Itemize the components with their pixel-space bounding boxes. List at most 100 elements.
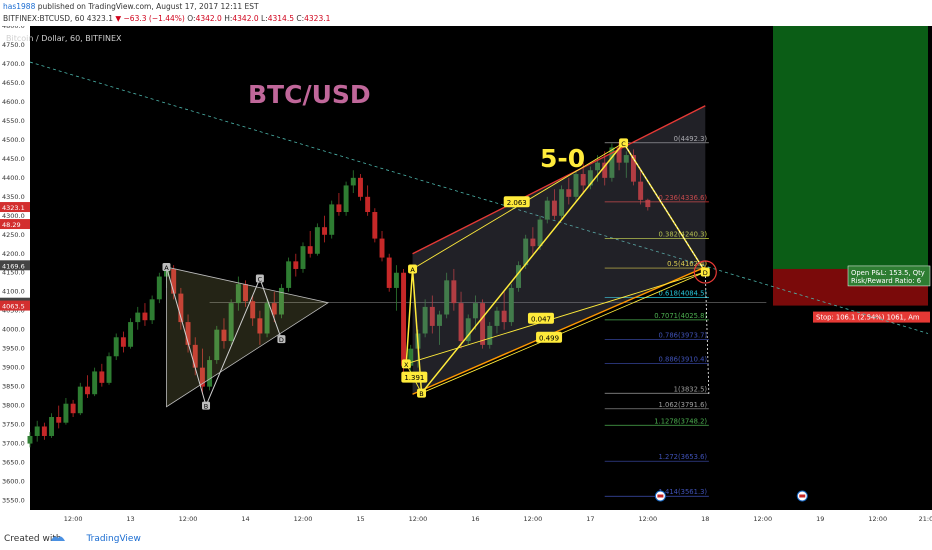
channel-lower	[412, 266, 706, 395]
candle-body	[645, 199, 651, 208]
xabcd-point-box	[619, 138, 629, 148]
author-link[interactable]: has1988	[3, 2, 36, 11]
candle-body	[271, 303, 277, 315]
event-flag-icon	[799, 494, 806, 498]
fib-level-label: 0.382(4240.3)	[659, 230, 708, 238]
candle-body	[587, 170, 593, 186]
channel-fill	[412, 105, 706, 395]
candle-body	[56, 416, 62, 423]
price-tick-label: 4250.0	[2, 231, 25, 239]
close-value: 4323.1	[304, 14, 331, 23]
time-axis	[0, 510, 932, 528]
close-label: C:	[296, 14, 305, 23]
candle-body	[235, 284, 241, 304]
candle-body	[429, 306, 435, 326]
candles-layer	[27, 141, 651, 448]
candle-body	[77, 386, 83, 414]
ratio-box	[536, 331, 563, 343]
fib-level-label: 1(3832.5)	[674, 385, 708, 393]
fib-level-label: 0.618(4084.5)	[659, 290, 708, 298]
xabcd-point-label: C	[621, 140, 626, 148]
quote-line: BITFINEX:BTCUSD, 60 4323.1 ▼ −63.3 (−1.4…	[3, 14, 330, 23]
candle-body	[293, 261, 299, 269]
price-tick-label: 4200.0	[2, 250, 25, 258]
ratio-label: 1.391	[404, 374, 424, 382]
price-tick-label: 3550.0	[2, 497, 25, 505]
fib-level-label: 1.414(3561.3)	[659, 488, 708, 496]
fib-level-label: 0.886(3910.4)	[659, 356, 708, 364]
candle-body	[34, 426, 40, 436]
price-tick-label: 4600.0	[2, 98, 25, 106]
candle-body	[566, 189, 572, 197]
candle-body	[602, 162, 608, 178]
fib-level-label: 1.062(3791.6)	[659, 401, 708, 409]
price-tick-label: 3600.0	[2, 478, 25, 486]
footer: Created with TradingView	[0, 528, 932, 550]
xabcd-point-label: X	[404, 361, 409, 369]
candle-body	[314, 227, 320, 254]
candle-body	[207, 360, 213, 387]
time-tick-label: 13	[126, 515, 134, 523]
candle-body	[278, 287, 284, 315]
price-tag-label: 48.29	[2, 221, 21, 229]
candle-body	[257, 318, 263, 334]
candle-body	[214, 329, 220, 361]
candle-body	[379, 238, 385, 258]
candle-body	[458, 303, 464, 342]
trendline	[29, 61, 929, 334]
candle-body	[106, 356, 112, 383]
ratio-box	[527, 312, 554, 324]
price-tag-box	[0, 300, 30, 311]
tradingview-link[interactable]: TradingView	[86, 534, 141, 544]
pattern-name: 5-0	[540, 144, 585, 173]
low-value: 4314.5	[267, 14, 294, 23]
candle-body	[372, 212, 378, 239]
candle-body	[41, 426, 47, 436]
abcd-point-box	[277, 335, 286, 344]
xabcd-point-box	[408, 264, 418, 274]
fib-level-label: 0.786(3973.7)	[659, 332, 708, 340]
abcd-point-label: C	[258, 275, 263, 283]
price-tick-label: 4050.0	[2, 307, 25, 315]
xabcd-ratio-line	[406, 271, 706, 365]
price-tag-box	[0, 202, 30, 213]
candle-body	[472, 303, 478, 319]
price-tick-label: 4650.0	[2, 79, 25, 87]
price-tag-label: 4323.1	[2, 204, 25, 212]
time-tick-label: 21:00	[919, 515, 932, 523]
fib-level-label: 0.236(4336.6)	[659, 194, 708, 202]
projection-line	[623, 142, 706, 273]
time-tick-label: 12:00	[524, 515, 543, 523]
candle-body	[243, 284, 248, 302]
symbol-label: BITFINEX:BTCUSD, 60	[3, 14, 85, 23]
patterns-layer: A B C D X A B C D	[162, 105, 717, 411]
candle-body	[156, 276, 162, 300]
event-flag-icon	[657, 494, 664, 498]
fib-layer: 0(4492.3) 0.236(4336.6) 0.382(4240.3) 0.5(4…	[604, 135, 709, 497]
price-tick-label: 3650.0	[2, 459, 25, 467]
xabcd-point-label: B	[419, 390, 423, 398]
time-tick-label: 19	[816, 515, 824, 523]
price-tick-label: 4700.0	[2, 60, 25, 68]
candle-body	[437, 314, 442, 326]
price-tick-label: 3700.0	[2, 440, 25, 448]
candle-body	[135, 312, 141, 323]
chart-header: has1988 published on TradingView.com, Au…	[0, 0, 932, 26]
candle-body	[70, 403, 76, 414]
abcd-point-label: D	[279, 336, 284, 344]
channel-upper	[412, 105, 706, 255]
labels-layer: 1.391 2.063 0.047 0.499	[401, 196, 808, 502]
abcd-point-box	[162, 263, 171, 272]
time-tick-label: 12:00	[409, 515, 428, 523]
time-tick-label: 12:00	[294, 515, 313, 523]
pnl-label: Open P&L: 153.5, Qty	[851, 269, 925, 277]
candle-body	[544, 200, 550, 220]
abcd-point-label: B	[204, 403, 208, 411]
candle-body	[616, 147, 622, 163]
fib-level-label: 0(4492.3)	[674, 135, 708, 143]
chart-canvas[interactable]: 3550.0 3600.0 3650.0 3700.0 3750.0 3800.0 3850…	[0, 26, 932, 528]
time-tick-label: 15	[356, 515, 364, 523]
candle-body	[393, 272, 399, 288]
ratio-label: 0.047	[531, 315, 551, 323]
candle-body	[336, 204, 342, 213]
